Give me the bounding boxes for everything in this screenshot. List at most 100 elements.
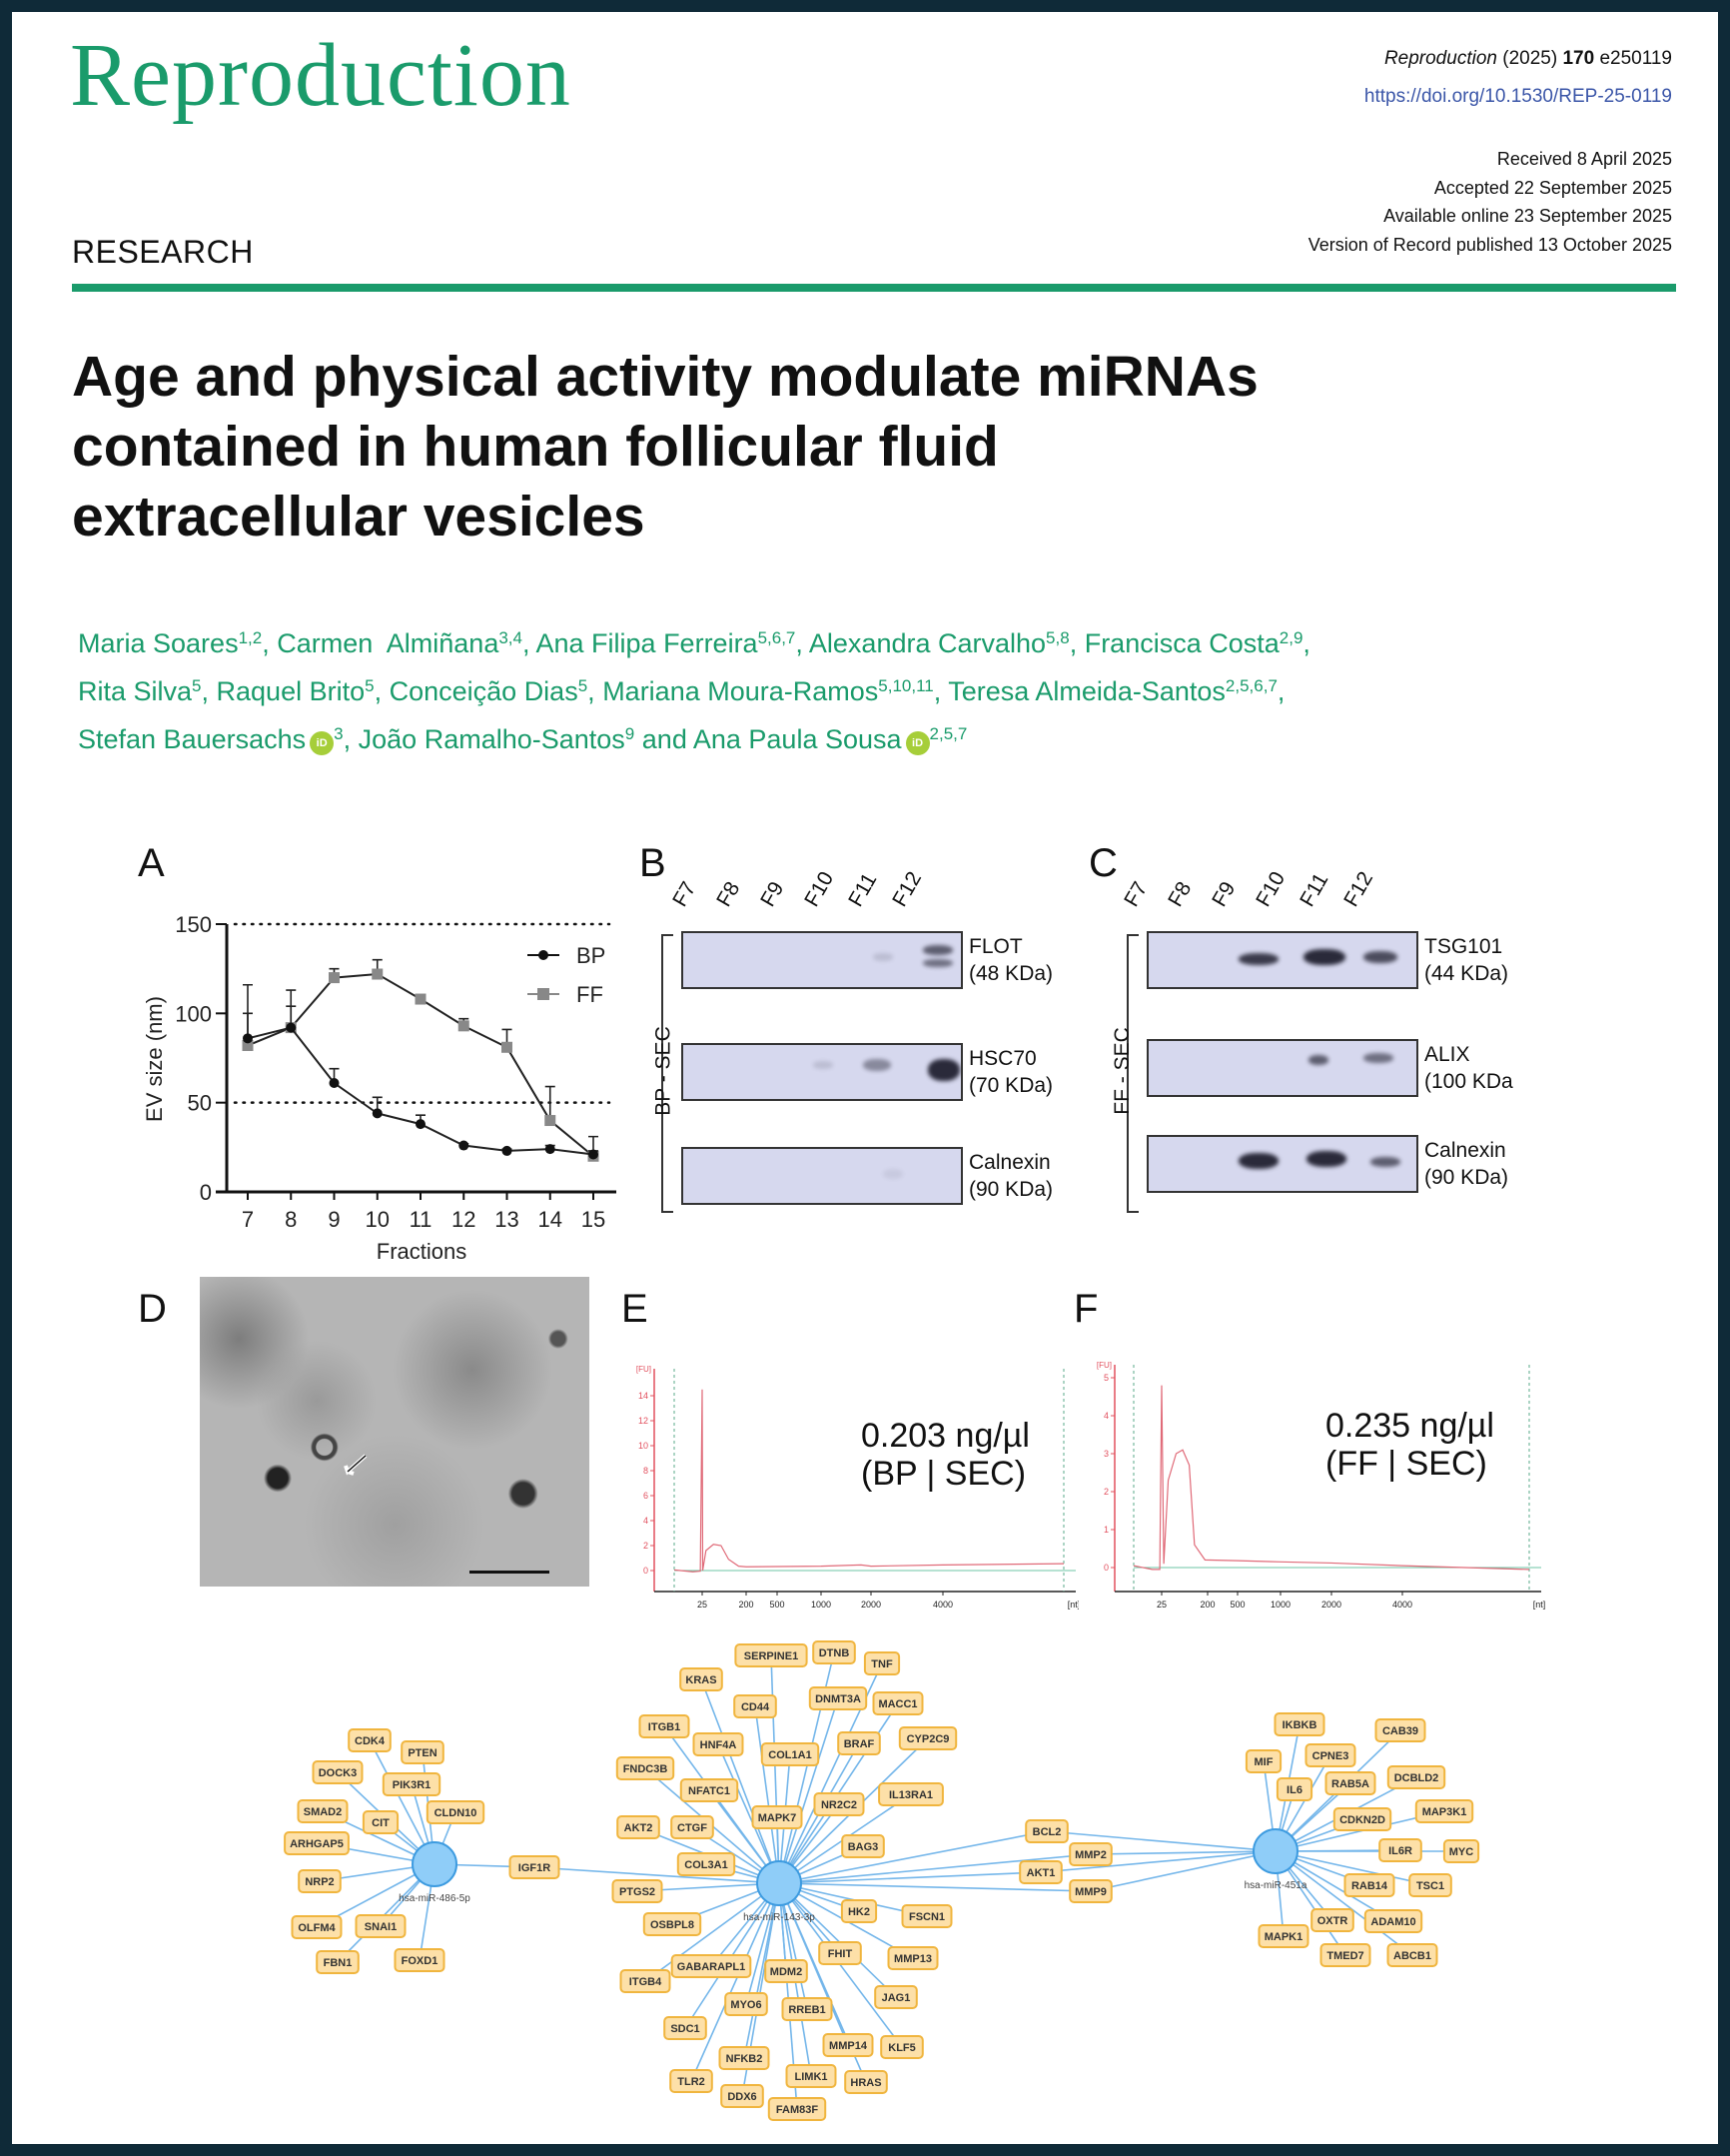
protein-band	[873, 953, 893, 961]
gene-node: DNMT3A	[808, 1686, 868, 1710]
orcid-icon[interactable]: iD	[905, 731, 930, 755]
gene-node: OSBPL8	[642, 1912, 702, 1936]
received-date: Received 8 April 2025	[1496, 149, 1672, 169]
gene-node-box	[863, 1651, 901, 1675]
gene-node-box	[362, 1810, 400, 1834]
x-tick-label: 4000	[1392, 1600, 1412, 1610]
gene-node: AKT2	[616, 1815, 660, 1839]
gene-node-box	[615, 1756, 675, 1780]
marker-label: Calnexin (90 KDa)	[969, 1151, 1054, 1201]
gene-node-box	[670, 1815, 714, 1839]
gene-node: DDX6	[720, 2084, 764, 2108]
gene-node: DCBLD2	[1386, 1765, 1446, 1789]
gene-node: FOXD1	[394, 1948, 445, 1972]
gene-node-label: GABARAPL1	[677, 1961, 745, 1973]
gene-node-box	[1343, 1873, 1395, 1897]
blot-side-label: BP - SEC	[651, 1026, 675, 1116]
gene-node: FNDC3B	[615, 1756, 675, 1780]
gene-node-label: BRAF	[844, 1738, 875, 1750]
author[interactable]: Francisca Costa2,9	[1085, 628, 1310, 658]
author[interactable]: Raquel Brito5	[217, 676, 390, 706]
gene-node: TSC1	[1408, 1873, 1452, 1897]
mirna-target-network: hsa-miR-486-5p hsa-miR-143-3p hsa-miR-451a…	[284, 1640, 1480, 2121]
gene-node-box	[679, 1778, 739, 1802]
author[interactable]: Maria Soares1,2	[78, 628, 277, 658]
gene-node-box	[1245, 1749, 1283, 1773]
gene-node-label: ITGB1	[648, 1721, 680, 1733]
author[interactable]: Rita Silva5	[78, 676, 217, 706]
article-dates: Received 8 April 2025 Accepted 22 Septem…	[1308, 145, 1672, 259]
protein-band	[1239, 1153, 1279, 1169]
x-tick-label: 9	[328, 1207, 340, 1232]
gene-node-box	[841, 1834, 885, 1858]
panel-label-d: D	[138, 1287, 167, 1331]
author[interactable]: Ana Filipa Ferreira5,6,7	[536, 628, 809, 658]
y-tick-label: 0	[643, 1566, 648, 1576]
gene-node-box	[291, 1915, 343, 1939]
gene-node: MACC1	[872, 1691, 924, 1715]
gene-node-label: CDK4	[355, 1735, 386, 1747]
gene-node-label: BAG3	[848, 1841, 879, 1853]
data-point-BP	[501, 1145, 512, 1156]
author[interactable]: Ana Paula Sousa iD 2,5,7	[692, 724, 968, 755]
marker-label: ALIX (100 KDa	[1424, 1043, 1513, 1093]
gene-node: FAM83F	[767, 2097, 827, 2121]
gene-node-label: DDX6	[727, 2091, 756, 2103]
gene-node-label: CIT	[372, 1817, 390, 1829]
gene-node: HNF4A	[692, 1732, 744, 1756]
author[interactable]: Alexandra Carvalho5,8	[809, 628, 1085, 658]
gene-node-label: SDC1	[670, 2023, 699, 2035]
gene-node-label: SERPINE1	[744, 1650, 798, 1662]
gene-node: DTNB	[812, 1640, 856, 1664]
edge	[1275, 1850, 1413, 1956]
gene-node: HRAS	[844, 2070, 888, 2094]
gene-node: CAB39	[1374, 1718, 1426, 1742]
author[interactable]: João Ramalho-Santos9	[358, 724, 635, 754]
tem-micrograph	[200, 1277, 589, 1587]
gene-node-label: FSCN1	[909, 1911, 945, 1923]
gene-node-box	[878, 1782, 944, 1806]
author[interactable]: Teresa Almeida-Santos2,5,6,7	[948, 676, 1285, 706]
y-tick-label: 2	[1104, 1487, 1109, 1497]
x-tick-label: 10	[366, 1207, 390, 1232]
panel-label-a: A	[138, 841, 165, 885]
gene-node: MMP13	[887, 1946, 939, 1970]
author[interactable]: Carmen Almiñana3,4	[277, 628, 535, 658]
gene-node: CD44	[733, 1694, 777, 1718]
bioanalyzer-ff-chart: [FU] 0 1 2 3 4 5 25 200 500 1000 2000 4000 [nt]	[1097, 1361, 1545, 1610]
gene-node-label: OSBPL8	[650, 1919, 694, 1931]
blot-strip	[681, 1043, 963, 1101]
gene-node-label: HRAS	[850, 2077, 881, 2089]
header-divider	[72, 284, 1676, 292]
gene-node-label: SMAD2	[304, 1806, 343, 1818]
author[interactable]: Stefan Bauersachs iD 3	[78, 724, 359, 755]
gene-node-label: NRP2	[305, 1876, 334, 1888]
gene-node: CYP2C9	[898, 1726, 958, 1750]
gene-node: OXTR	[1310, 1908, 1354, 1932]
journal-logo[interactable]: Reproduction	[70, 26, 571, 125]
gene-node-box	[1274, 1712, 1325, 1736]
protein-band	[813, 1061, 833, 1069]
author[interactable]: Conceição Dias5	[390, 676, 603, 706]
gene-node: SNAI1	[355, 1914, 407, 1938]
gene-node: MYC	[1442, 1839, 1480, 1863]
data-point-BP	[286, 1022, 297, 1033]
gene-node-label: MAP3K1	[1422, 1806, 1467, 1818]
author[interactable]: Mariana Moura-Ramos5,10,11	[602, 676, 948, 706]
gene-node: MMP2	[1069, 1842, 1113, 1866]
panel-label-e: E	[621, 1287, 648, 1331]
doi-link[interactable]: https://doi.org/10.1530/REP-25-0119	[1363, 86, 1672, 107]
orcid-icon[interactable]: iD	[310, 731, 335, 755]
edge	[644, 1882, 780, 1982]
x-axis-label: [nt]	[1068, 1600, 1079, 1610]
gene-node-box	[1276, 1777, 1313, 1801]
gene-node-box	[781, 1997, 833, 2021]
concentration-ff: 0.235 ng/µl (FF | SEC)	[1325, 1407, 1494, 1483]
gene-node: FBN1	[316, 1950, 360, 1974]
citation-id: e250119	[1599, 48, 1672, 69]
gene-node: RAB14	[1343, 1873, 1395, 1897]
gene-node: ITGB1	[638, 1714, 690, 1738]
gene-node: COL1A1	[760, 1742, 820, 1766]
series-line-BP	[247, 1026, 594, 1156]
y-tick-label: 0	[200, 1180, 212, 1205]
